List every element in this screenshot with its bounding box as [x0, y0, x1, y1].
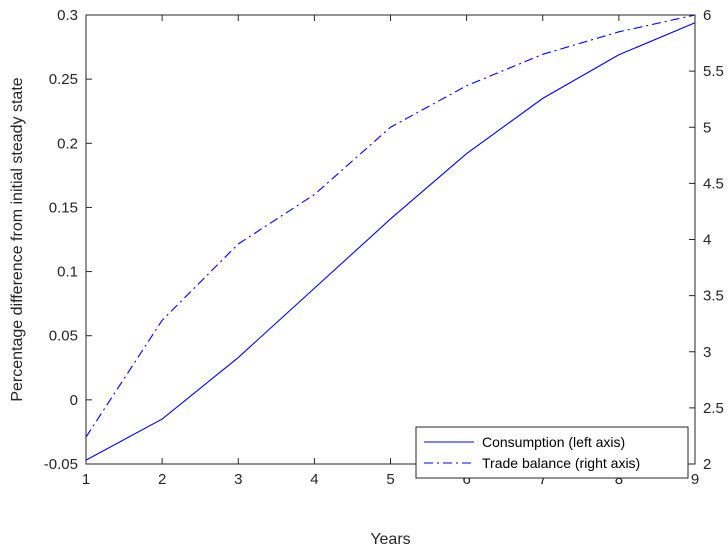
x-tick-label: 2: [158, 471, 166, 488]
x-axis-label: Years: [370, 531, 410, 548]
y-tick-label-left: 0.15: [49, 199, 78, 216]
x-tick-label: 7: [539, 471, 547, 488]
y-tick-label-right: 5.5: [703, 63, 724, 80]
y-tick-label-right: 2.5: [703, 400, 724, 417]
y-tick-label-left: 0.25: [49, 71, 78, 88]
y-tick-label-right: 2: [703, 456, 711, 473]
legend-entry-label: Consumption (left axis): [482, 434, 625, 450]
y-tick-label-left: -0.05: [44, 456, 78, 473]
y-tick-label-left: 0.1: [57, 264, 78, 281]
x-tick-label: 5: [386, 471, 394, 488]
y-tick-label-left: 0.3: [57, 7, 78, 24]
y-tick-label-right: 5: [703, 119, 711, 136]
ticks-layer: 1 2 3 4 5 6 7 8 9 -0.05 0 0.05 0.1 0.15 0.2 0.25 0.3 2 2.5…: [44, 7, 724, 488]
y-tick-label-left: 0.05: [49, 328, 78, 345]
x-tick-label: 4: [310, 471, 318, 488]
legend-entry-label: Trade balance (right axis): [482, 455, 640, 471]
legend-box: [415, 426, 689, 479]
x-tick-label: 1: [82, 471, 90, 488]
x-tick-label: 6: [462, 471, 470, 488]
x-tick-label: 9: [691, 471, 699, 488]
series-line-trade-balance: [85, 14, 696, 438]
y-tick-label-right: 4.5: [703, 175, 724, 192]
y-tick-label-right: 6: [703, 7, 711, 24]
x-tick-label: 8: [615, 471, 623, 488]
series-line-consumption: [85, 22, 696, 461]
y-tick-label-left: 0.2: [57, 135, 78, 152]
y-tick-label-right: 3: [703, 344, 711, 361]
y-tick-label-right: 3.5: [703, 288, 724, 305]
series-layer: [85, 14, 696, 461]
legend: Consumption (left axis) Trade balance (ri…: [415, 426, 689, 479]
plot-area: [86, 15, 695, 464]
y-tick-label-left: 0: [70, 392, 78, 409]
x-tick-label: 3: [234, 471, 242, 488]
y-tick-label-right: 4: [703, 232, 711, 249]
y-axis-label-left: Percentage difference from initial stead…: [9, 77, 26, 401]
